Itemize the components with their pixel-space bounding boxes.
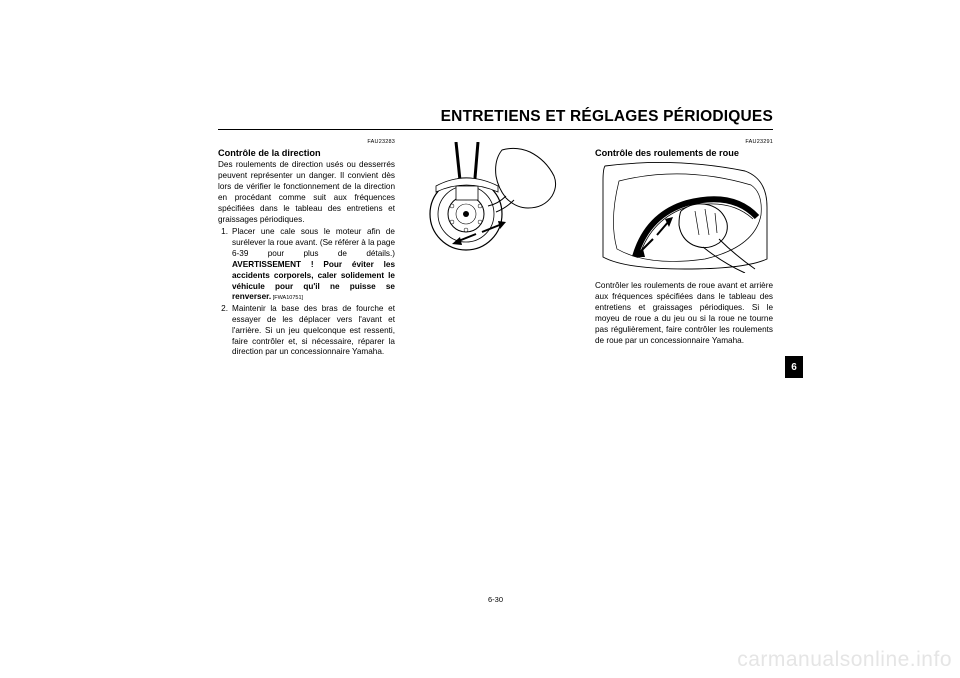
step-2-text: Maintenir la base des bras de fourche et…	[232, 304, 395, 358]
steps-list: 1. Placer une cale sous le moteur afin d…	[218, 227, 395, 358]
section-heading-2: Contrôle des roulements de roue	[595, 147, 773, 159]
side-tab: 6	[785, 356, 803, 378]
column-1: FAU23283 Contrôle de la direction Des ro…	[218, 139, 395, 359]
illustration-wheel	[595, 161, 773, 273]
columns: FAU23283 Contrôle de la direction Des ro…	[218, 139, 773, 359]
step-1-number: 1.	[218, 227, 232, 303]
column-2	[406, 139, 584, 359]
fork-wheel-svg	[406, 142, 584, 254]
column-3: FAU23291 Contrôle des roulements de roue	[595, 139, 773, 359]
step-1-text-a: Placer une cale sous le moteur afin de s…	[232, 227, 395, 258]
step-1-warning: AVERTISSEMENT ! Pour éviter les accident…	[232, 260, 395, 301]
step-2-number: 2.	[218, 304, 232, 358]
ref-code-2: FAU23291	[595, 139, 773, 146]
page-number: 6-30	[488, 595, 503, 604]
section-heading-1: Contrôle de la direction	[218, 147, 395, 159]
ref-code-1: FAU23283	[218, 139, 395, 146]
col3-paragraph: Contrôler les roulements de roue avant e…	[595, 281, 773, 346]
wheel-check-svg	[595, 161, 773, 273]
illustration-fork	[406, 142, 584, 254]
step-2: 2. Maintenir la base des bras de fourche…	[218, 304, 395, 358]
header-rule	[218, 129, 773, 130]
step-1: 1. Placer une cale sous le moteur afin d…	[218, 227, 395, 303]
page-title: ENTRETIENS ET RÉGLAGES PÉRIODIQUES	[218, 108, 773, 126]
watermark: carmanualsonline.info	[737, 648, 952, 672]
step-1-text: Placer une cale sous le moteur afin de s…	[232, 227, 395, 303]
step-1-code: [FWA10751]	[271, 295, 303, 301]
intro-paragraph: Des roulements de direction usés ou dess…	[218, 160, 395, 225]
page-content: ENTRETIENS ET RÉGLAGES PÉRIODIQUES FAU23…	[218, 108, 773, 359]
